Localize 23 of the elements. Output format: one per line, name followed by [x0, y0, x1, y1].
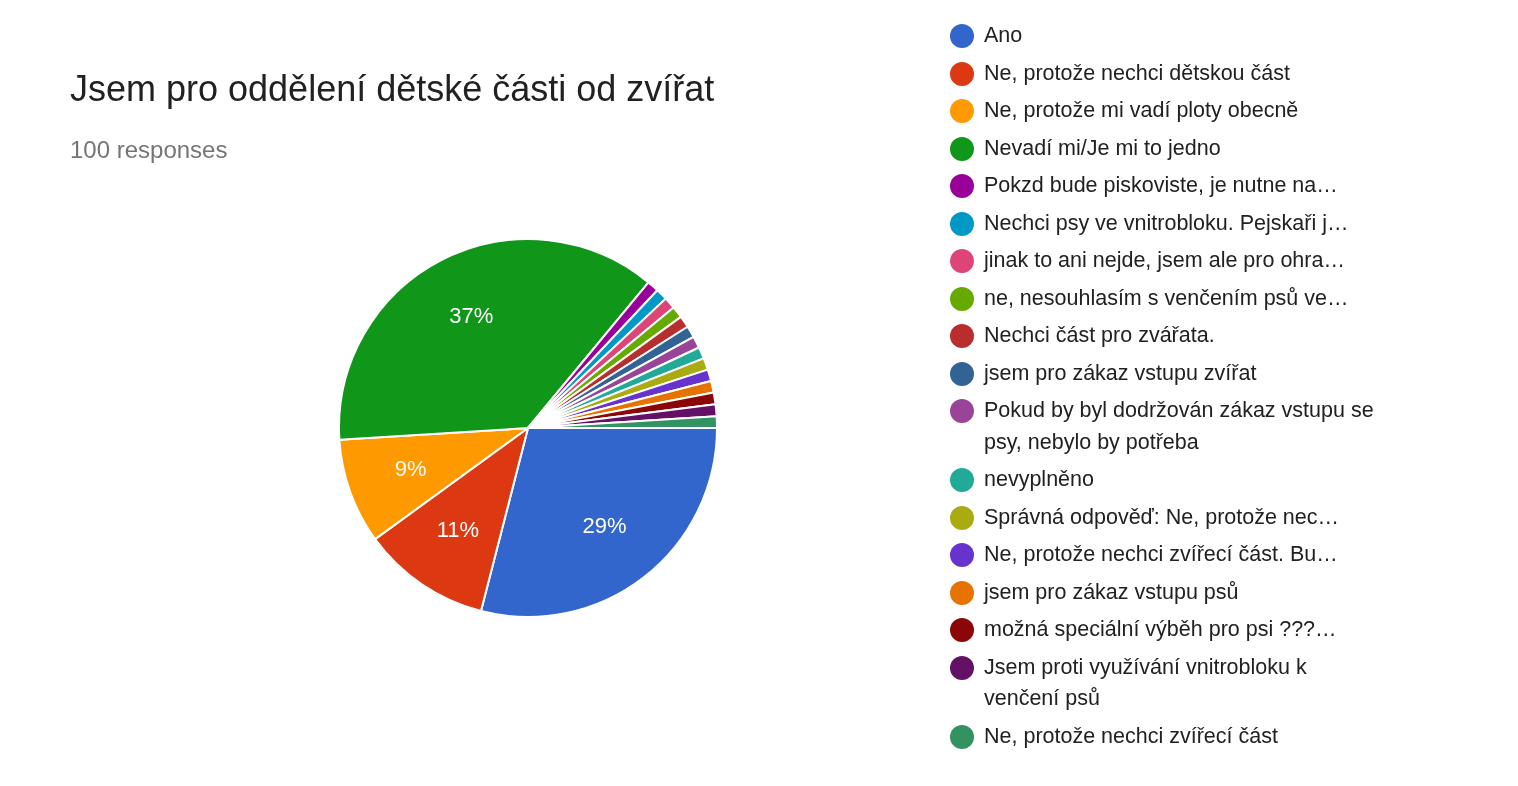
- legend-label: Ne, protože nechci zvířecí část. Bu…: [984, 541, 1339, 568]
- data-label: 11%: [436, 517, 480, 543]
- legend-label: jsem pro zákaz vstupu psů: [984, 578, 1240, 606]
- legend-label: Pokzd bude piskoviste, je nutne na…: [984, 172, 1339, 199]
- legend-label: Jsem proti využívání vnitrobloku k venčení psů: [984, 653, 1308, 712]
- legend-label: Ano: [984, 22, 1024, 49]
- legend-label: možná speciální výběh pro psi ???…: [984, 616, 1338, 643]
- legend-label: Správná odpověď: Ne, protože nec…: [984, 503, 1341, 531]
- data-label: 9%: [394, 456, 427, 482]
- text: Jsem pro oddělení dětské části od zvířat: [70, 68, 715, 110]
- data-label: 29%: [582, 512, 627, 538]
- legend-label: Nevadí mi/Je mi to jedno: [984, 134, 1222, 162]
- legend-label: nevyplněno: [984, 466, 1095, 493]
- legend-label: Nechci psy ve vnitrobloku. Pejskaři j…: [984, 209, 1350, 237]
- legend-label: Ne, protože nechci dětskou část: [984, 59, 1291, 87]
- text: 100 responses: [70, 136, 228, 164]
- data-label: 37%: [449, 302, 494, 328]
- legend-label: Nechci část pro zvářata.: [984, 322, 1216, 349]
- legend-label: ne, nesouhlasím s venčením psů ve…: [984, 284, 1350, 312]
- legend-label: Ne, protože nechci zvířecí část: [984, 722, 1279, 750]
- legend-label: jsem pro zákaz vstupu zvířat: [984, 359, 1258, 387]
- legend-label: Ne, protože mi vadí ploty obecně: [984, 97, 1300, 124]
- legend-label: jinak to ani nejde, jsem ale pro ohra…: [984, 247, 1346, 274]
